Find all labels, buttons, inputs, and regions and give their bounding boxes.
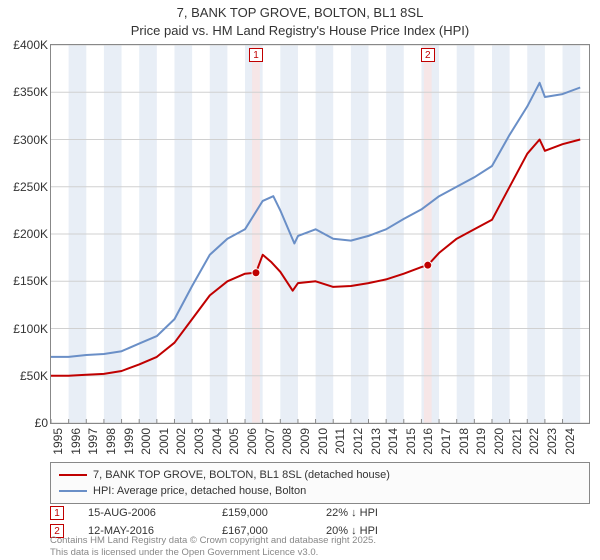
x-tick-label: 2011 [333, 428, 347, 454]
x-tick-label: 2008 [280, 428, 294, 455]
y-tick-label: £200K [13, 227, 48, 241]
x-tick-label: 2002 [174, 428, 188, 455]
legend: 7, BANK TOP GROVE, BOLTON, BL1 8SL (deta… [50, 462, 590, 504]
y-tick-label: £250K [13, 180, 48, 194]
legend-row: 7, BANK TOP GROVE, BOLTON, BL1 8SL (deta… [59, 467, 581, 483]
x-tick-label: 2006 [245, 428, 259, 455]
y-tick-label: £350K [13, 85, 48, 99]
chart-svg [51, 45, 589, 423]
legend-swatch [59, 490, 87, 492]
sale-price: £159,000 [222, 504, 302, 522]
sale-row-marker: 1 [50, 506, 64, 520]
y-tick-label: £400K [13, 38, 48, 52]
x-tick-label: 2000 [139, 428, 153, 455]
y-tick-label: £300K [13, 133, 48, 147]
sale-marker-box: 2 [421, 48, 435, 62]
title-line-2: Price paid vs. HM Land Registry's House … [131, 23, 469, 38]
sale-date: 15-AUG-2006 [88, 504, 198, 522]
legend-label: 7, BANK TOP GROVE, BOLTON, BL1 8SL (deta… [93, 467, 390, 483]
y-tick-label: £0 [35, 416, 48, 430]
x-tick-label: 2003 [192, 428, 206, 455]
x-tick-label: 2010 [316, 428, 330, 455]
x-tick-label: 2004 [210, 428, 224, 455]
x-tick-label: 2023 [545, 428, 559, 455]
x-tick-label: 2014 [386, 428, 400, 455]
attribution-line-1: Contains HM Land Registry data © Crown c… [50, 535, 376, 546]
x-tick-label: 2012 [351, 428, 365, 455]
title-line-1: 7, BANK TOP GROVE, BOLTON, BL1 8SL [177, 5, 424, 20]
x-tick-label: 2021 [510, 428, 524, 455]
chart-plot-area [50, 44, 590, 424]
x-tick-label: 2019 [474, 428, 488, 455]
chart-container: 7, BANK TOP GROVE, BOLTON, BL1 8SL Price… [0, 0, 600, 560]
y-tick-label: £100K [13, 322, 48, 336]
x-tick-label: 1996 [69, 428, 83, 455]
legend-label: HPI: Average price, detached house, Bolt… [93, 483, 306, 499]
legend-row: HPI: Average price, detached house, Bolt… [59, 483, 581, 499]
x-tick-label: 2017 [439, 428, 453, 455]
chart-title: 7, BANK TOP GROVE, BOLTON, BL1 8SL Price… [0, 0, 600, 40]
y-tick-label: £50K [20, 369, 48, 383]
x-tick-label: 1999 [122, 428, 136, 455]
legend-swatch [59, 474, 87, 476]
x-tick-label: 2015 [404, 428, 418, 455]
x-tick-label: 2013 [369, 428, 383, 455]
x-tick-label: 2016 [421, 428, 435, 455]
x-tick-label: 2020 [492, 428, 506, 455]
sale-row: 1 15-AUG-2006 £159,000 22% ↓ HPI [50, 504, 378, 522]
attribution: Contains HM Land Registry data © Crown c… [50, 535, 376, 558]
attribution-line-2: This data is licensed under the Open Gov… [50, 547, 318, 558]
x-tick-label: 2007 [263, 428, 277, 455]
sale-delta: 22% ↓ HPI [326, 504, 378, 522]
x-tick-label: 2024 [563, 428, 577, 455]
x-tick-label: 1998 [104, 428, 118, 455]
sale-marker-box: 1 [249, 48, 263, 62]
x-tick-label: 2018 [457, 428, 471, 455]
x-tick-label: 2005 [227, 428, 241, 455]
y-tick-label: £150K [13, 274, 48, 288]
x-tick-label: 2001 [157, 428, 171, 455]
x-tick-label: 1995 [51, 428, 65, 455]
x-tick-label: 2022 [527, 428, 541, 455]
x-tick-label: 2009 [298, 428, 312, 455]
x-tick-label: 1997 [86, 428, 100, 455]
